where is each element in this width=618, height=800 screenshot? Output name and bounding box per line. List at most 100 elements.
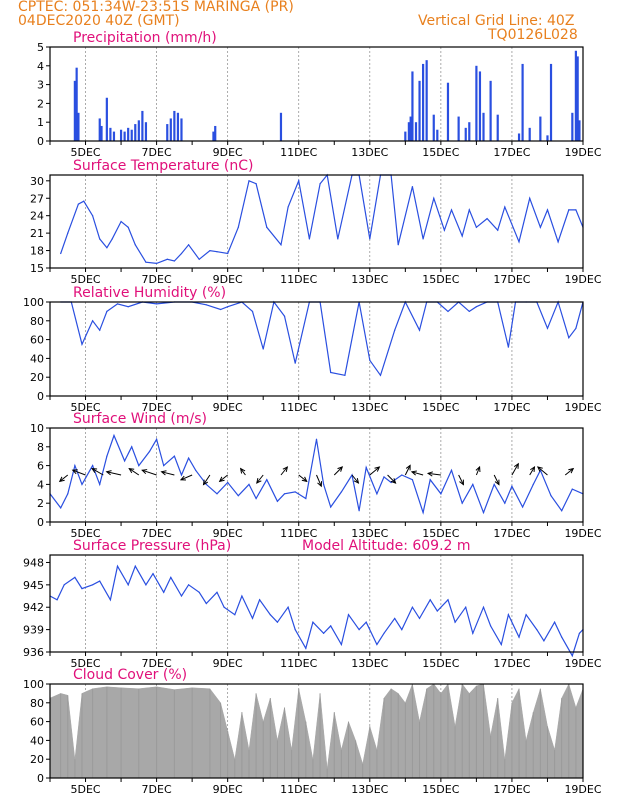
y-tick-label: 8: [37, 441, 44, 454]
precip-bar: [137, 120, 140, 141]
precip-bar: [404, 131, 407, 141]
precip-bar: [100, 125, 103, 141]
wind-arrowhead: [410, 470, 417, 476]
precip-bar: [109, 127, 112, 141]
precip-bar: [576, 56, 579, 141]
data-point: [116, 565, 119, 567]
precip-bar: [571, 112, 574, 141]
x-tick-label: 17DEC: [493, 657, 530, 670]
wind-arrowhead: [536, 466, 543, 472]
y-tick-label: 21: [30, 227, 44, 240]
panel-frame: [49, 301, 584, 397]
cloud-area: [49, 683, 584, 779]
data-point: [145, 584, 147, 586]
wind-arrowhead: [513, 462, 519, 469]
data-point: [81, 483, 83, 485]
x-tick-label: 15DEC: [422, 146, 459, 159]
data-point: [156, 262, 158, 264]
x-tick-label: 19DEC: [564, 401, 601, 414]
precip-bar: [176, 112, 180, 141]
x-tick-label: 9DEC: [213, 401, 243, 414]
data-point: [116, 303, 119, 305]
data-point: [216, 251, 218, 253]
x-tick-label: 9DEC: [213, 783, 243, 796]
data-point: [156, 303, 158, 305]
data-point: [315, 438, 318, 440]
precip-bar: [539, 116, 542, 141]
data-point: [511, 485, 513, 487]
wind-arrowhead: [317, 481, 323, 488]
data-point: [294, 629, 296, 631]
data-point: [532, 483, 534, 485]
data-point: [411, 606, 414, 608]
y-tick-label: 1: [37, 116, 44, 129]
data-point: [67, 232, 69, 234]
y-tick-label: 80: [30, 315, 44, 328]
data-point: [347, 614, 350, 616]
data-point: [369, 238, 371, 240]
wind-vector: [537, 466, 548, 476]
data-point: [187, 244, 190, 246]
panel-title: Surface Temperature (nC): [73, 158, 254, 174]
data-point: [344, 374, 346, 376]
wind-arrowhead: [405, 464, 411, 471]
precip-bar: [521, 63, 524, 141]
data-point: [152, 573, 154, 575]
data-point: [195, 469, 197, 471]
data-point: [575, 327, 577, 329]
wind-arrowhead: [353, 478, 360, 484]
y-tick-label: 100: [23, 296, 44, 309]
y-tick-label: 939: [23, 624, 44, 637]
x-tick-label: 9DEC: [213, 273, 243, 286]
data-point: [223, 606, 225, 608]
y-tick-label: 30: [30, 175, 44, 188]
data-point: [472, 632, 474, 634]
precip-bar: [73, 80, 76, 141]
data-point: [411, 479, 414, 481]
x-tick-label: 19DEC: [564, 783, 601, 796]
data-point: [561, 636, 563, 638]
precip-bar: [475, 65, 478, 141]
x-tick-label: 13DEC: [351, 783, 388, 796]
precip-bar: [436, 129, 439, 141]
x-tick-label: 15DEC: [422, 527, 459, 540]
precip-bar: [574, 50, 577, 142]
data-point: [205, 304, 207, 306]
precip-bar: [457, 116, 460, 141]
data-point: [482, 511, 485, 514]
data-point: [539, 226, 541, 228]
data-point: [173, 455, 175, 457]
wind-arrowhead: [374, 466, 381, 472]
data-point: [529, 197, 531, 199]
data-point: [237, 495, 239, 497]
data-point: [298, 180, 300, 182]
precip-bar: [98, 118, 101, 141]
precip-bar: [414, 122, 418, 141]
x-tick-label: 13DEC: [351, 146, 388, 159]
data-point: [383, 632, 385, 634]
x-tick-label: 7DEC: [142, 401, 172, 414]
wind-arrowhead: [475, 465, 481, 473]
wind-vector: [458, 474, 464, 485]
x-tick-label: 19DEC: [564, 146, 601, 159]
data-point: [376, 493, 378, 495]
wind-arrowhead: [141, 469, 148, 475]
precip-bar: [549, 63, 553, 141]
data-point: [241, 595, 243, 597]
data-point: [180, 474, 183, 476]
x-tick-label: 19DEC: [564, 657, 601, 670]
y-tick-label: 5: [37, 41, 44, 54]
data-point: [507, 346, 509, 348]
data-point: [81, 587, 83, 590]
wind-vector: [511, 463, 519, 476]
y-tick-label: 942: [23, 601, 44, 614]
wind-vector: [203, 474, 211, 485]
precip-bar: [123, 131, 126, 141]
data-point: [482, 606, 485, 608]
wind-vector: [59, 474, 69, 482]
data-point: [521, 506, 524, 508]
precip-bar: [422, 63, 425, 141]
data-point: [262, 348, 264, 350]
data-point: [358, 510, 360, 512]
y-tick-label: 945: [23, 579, 44, 592]
